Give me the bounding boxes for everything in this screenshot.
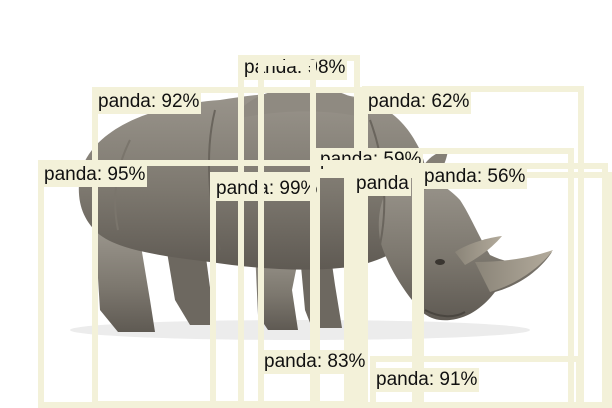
detection-box [258, 60, 316, 408]
detection-label: panda: 62% [366, 90, 472, 114]
detection-label: panda: 95% [42, 163, 148, 187]
detection-label: panda [354, 172, 411, 196]
detection-box [370, 356, 582, 408]
detection-label: panda: 92% [96, 90, 202, 114]
detection-label: panda: 56% [422, 165, 528, 189]
detection-label: panda: 91% [374, 368, 480, 392]
detection-label: panda: 83% [262, 350, 368, 374]
detection-label: panda: 99% [214, 177, 320, 201]
